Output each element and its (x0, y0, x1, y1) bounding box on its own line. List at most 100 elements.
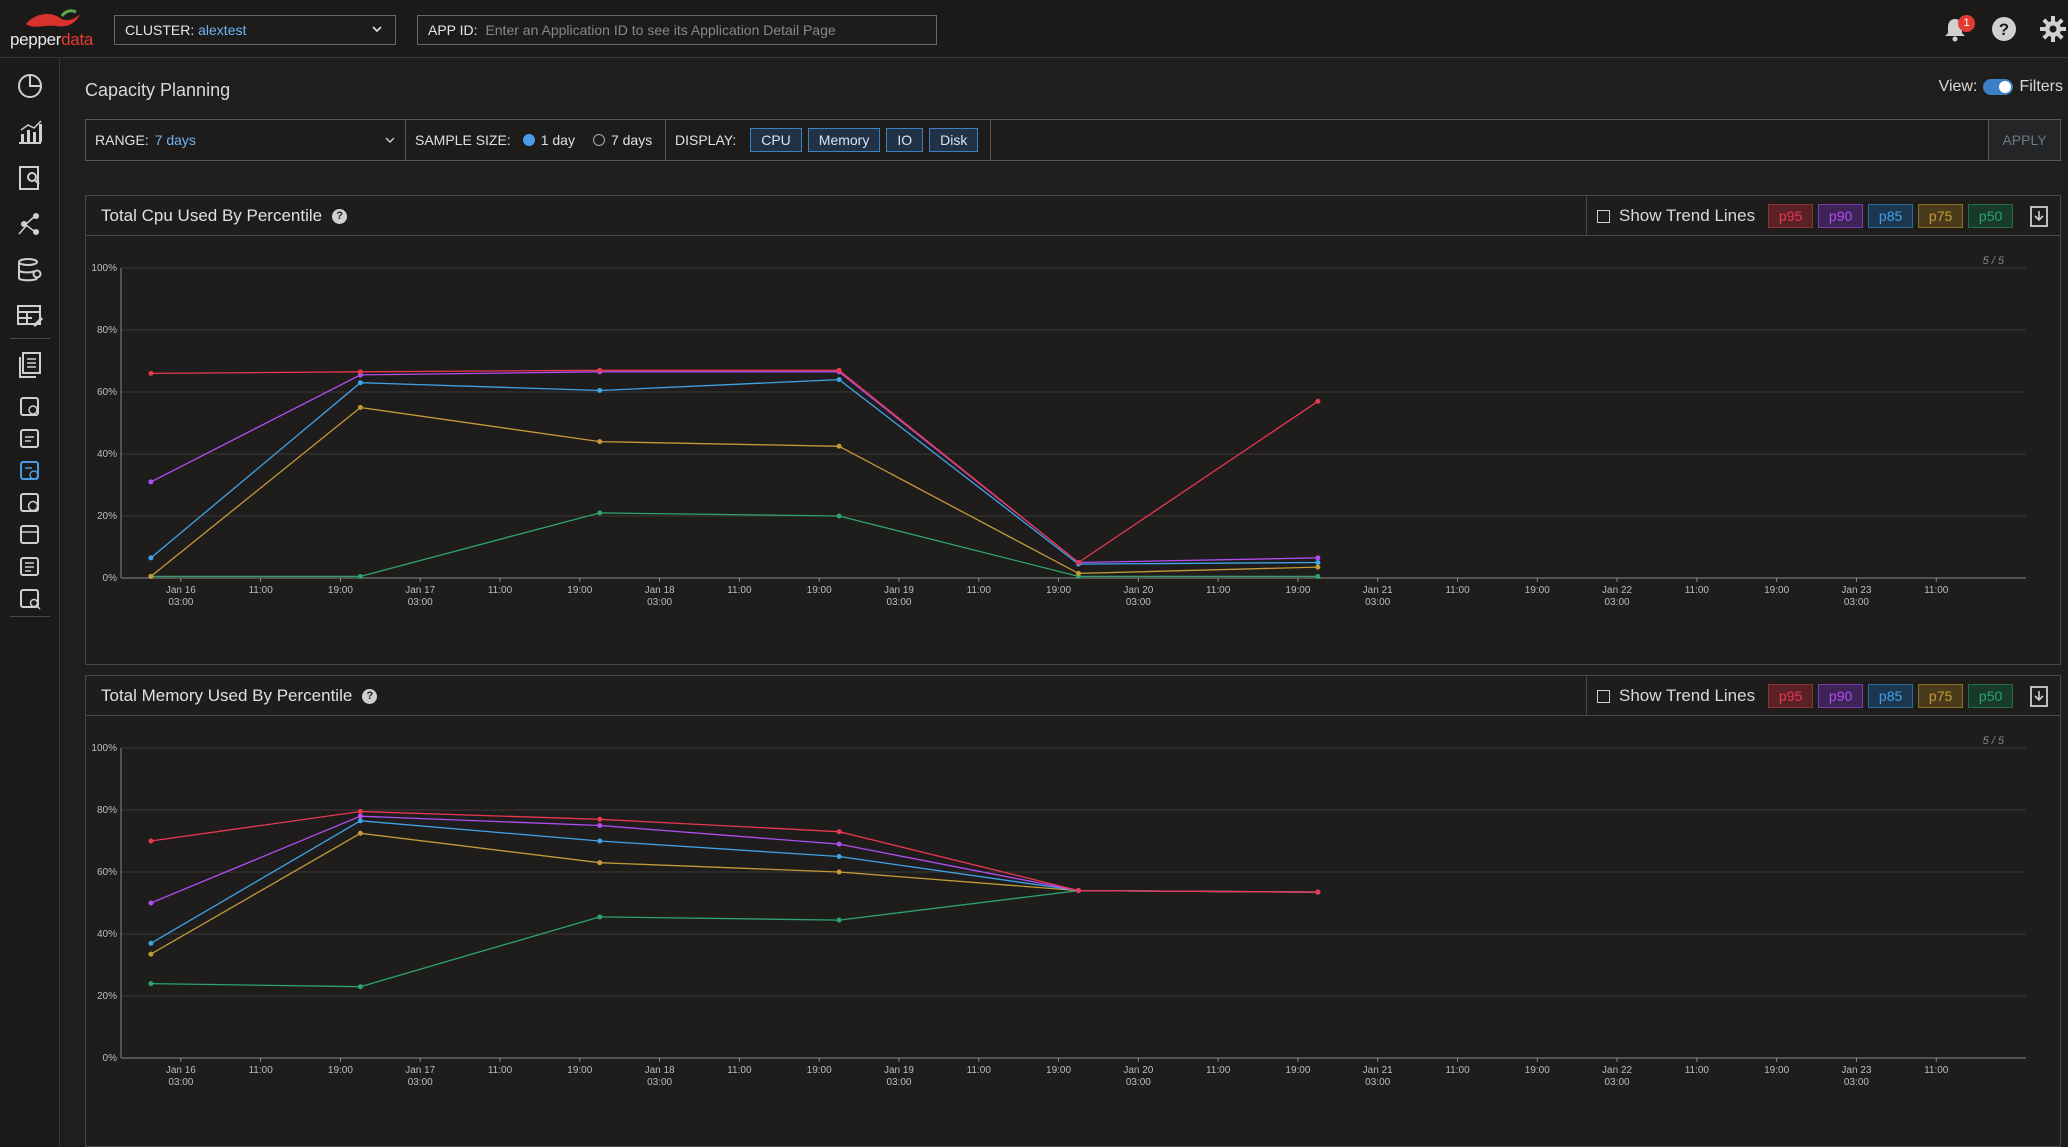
y-tick-label: 40% (97, 449, 117, 460)
data-point-p95 (836, 367, 842, 373)
data-point-p85 (836, 854, 842, 859)
x-tick-label: 03:00 (1605, 597, 1630, 608)
data-point-p95 (357, 809, 363, 815)
view-label: View: (1938, 78, 1978, 95)
logo-text-data: data (61, 30, 94, 49)
trend-lines-checkbox[interactable] (1597, 209, 1610, 223)
display-disk-button[interactable]: Disk (929, 128, 979, 152)
data-point-p90 (357, 813, 363, 819)
sample-option-7days[interactable]: 7 days (610, 132, 653, 148)
view-filters-toggle[interactable]: View: Filters (1939, 78, 2063, 96)
series-counter: 5 / 5 (1983, 255, 2005, 267)
trend-lines-label[interactable]: Show Trend Lines (1619, 206, 1756, 225)
data-point-p75 (1315, 564, 1321, 570)
search-document-icon[interactable] (14, 162, 46, 194)
legend-p85[interactable]: p85 (1868, 204, 1914, 228)
cost-report-icon[interactable] (14, 487, 46, 519)
help-icon[interactable]: ? (362, 689, 378, 704)
chevron-down-icon (385, 132, 395, 148)
legend-p50[interactable]: p50 (1968, 204, 2014, 228)
sample-option-1day[interactable]: 1 day (540, 132, 575, 148)
x-tick-label: 03:00 (647, 597, 672, 608)
notification-badge: 1 (1958, 15, 1975, 32)
display-io-button[interactable]: IO (886, 128, 924, 152)
trend-lines-label[interactable]: Show Trend Lines (1619, 686, 1756, 705)
x-tick-label: 11:00 (1206, 585, 1231, 596)
data-point-p75 (836, 869, 842, 875)
help-icon[interactable]: ? (332, 209, 348, 224)
export-icon[interactable] (2028, 204, 2050, 228)
x-tick-label: 11:00 (967, 1065, 992, 1076)
nav-divider (10, 338, 50, 339)
legend-p85[interactable]: p85 (1868, 684, 1914, 708)
x-tick-label: 19:00 (1525, 585, 1550, 596)
x-tick-label: 19:00 (1764, 585, 1789, 596)
export-icon[interactable] (2028, 684, 2050, 708)
display-cpu-button[interactable]: CPU (750, 128, 802, 152)
filters-switch[interactable] (1983, 79, 2014, 95)
search-report-icon[interactable] (14, 583, 46, 615)
x-tick-label: Jan 16 (166, 585, 196, 596)
data-point-p95 (1075, 560, 1081, 565)
data-point-p90 (597, 823, 603, 828)
logo-wordmark: pepperdata (10, 30, 93, 50)
range-value: 7 days (154, 132, 196, 148)
data-point-p50 (597, 914, 603, 920)
workflow-icon[interactable] (14, 208, 46, 240)
x-tick-label: Jan 19 (884, 585, 914, 596)
apply-button[interactable]: APPLY (1988, 120, 2060, 160)
panel-header: Total Cpu Used By Percentile? Show Trend… (86, 196, 2060, 236)
data-point-p85 (357, 818, 363, 824)
legend-p95[interactable]: p95 (1768, 684, 1814, 708)
memory-panel-title: Total Memory Used By Percentile (101, 686, 353, 705)
legend-p75[interactable]: p75 (1918, 204, 1964, 228)
x-tick-label: 03:00 (1365, 597, 1390, 608)
x-tick-label: 11:00 (1445, 585, 1470, 596)
legend-p50[interactable]: p50 (1968, 684, 2014, 708)
data-point-p50 (1315, 573, 1321, 579)
gear-icon[interactable] (2038, 14, 2068, 44)
queue-report-icon[interactable] (14, 423, 46, 455)
panel-header: Total Memory Used By Percentile? Show Tr… (86, 676, 2060, 716)
x-tick-label: 03:00 (1605, 1077, 1630, 1088)
reports-icon[interactable] (14, 349, 46, 381)
trend-lines-checkbox[interactable] (1597, 689, 1610, 703)
app-report-icon[interactable] (14, 391, 46, 423)
x-tick-label: 03:00 (168, 597, 193, 608)
legend-p95[interactable]: p95 (1768, 204, 1814, 228)
x-tick-label: 11:00 (248, 1065, 273, 1076)
dashboard-icon[interactable] (14, 70, 46, 102)
y-tick-label: 60% (97, 867, 117, 878)
x-tick-label: 11:00 (1685, 585, 1710, 596)
x-tick-label: 11:00 (1685, 1065, 1710, 1076)
legend-p75[interactable]: p75 (1918, 684, 1964, 708)
app-id-input[interactable] (485, 22, 926, 38)
data-point-p85 (1315, 560, 1321, 565)
y-tick-label: 20% (97, 991, 117, 1002)
capacity-planning-icon[interactable] (14, 455, 46, 487)
pepperdata-logo[interactable]: pepperdata (8, 8, 98, 52)
sample-radio-1day[interactable] (522, 134, 535, 146)
cluster-select[interactable]: CLUSTER: alextest (114, 15, 396, 45)
x-tick-label: Jan 20 (1123, 1065, 1153, 1076)
nav-divider (10, 616, 50, 617)
legend-p90[interactable]: p90 (1818, 684, 1864, 708)
chart-icon[interactable] (14, 116, 46, 148)
storage-report-icon[interactable] (14, 519, 46, 551)
data-point-p50 (597, 510, 603, 516)
x-tick-label: 11:00 (967, 585, 992, 596)
data-point-p95 (148, 370, 154, 376)
cpu-panel-title: Total Cpu Used By Percentile (101, 206, 323, 225)
database-search-icon[interactable] (14, 254, 46, 286)
app-id-field[interactable]: APP ID: (417, 15, 937, 45)
table-edit-icon[interactable] (14, 300, 46, 332)
help-icon[interactable]: ? (1989, 14, 2019, 44)
range-select[interactable]: RANGE: 7 days (86, 120, 406, 160)
display-memory-button[interactable]: Memory (807, 128, 881, 152)
legend-p90[interactable]: p90 (1818, 204, 1864, 228)
list-report-icon[interactable] (14, 551, 46, 583)
sample-radio-7days[interactable] (592, 134, 605, 146)
series-line-p85 (150, 378, 1318, 565)
x-tick-label: Jan 18 (645, 585, 675, 596)
